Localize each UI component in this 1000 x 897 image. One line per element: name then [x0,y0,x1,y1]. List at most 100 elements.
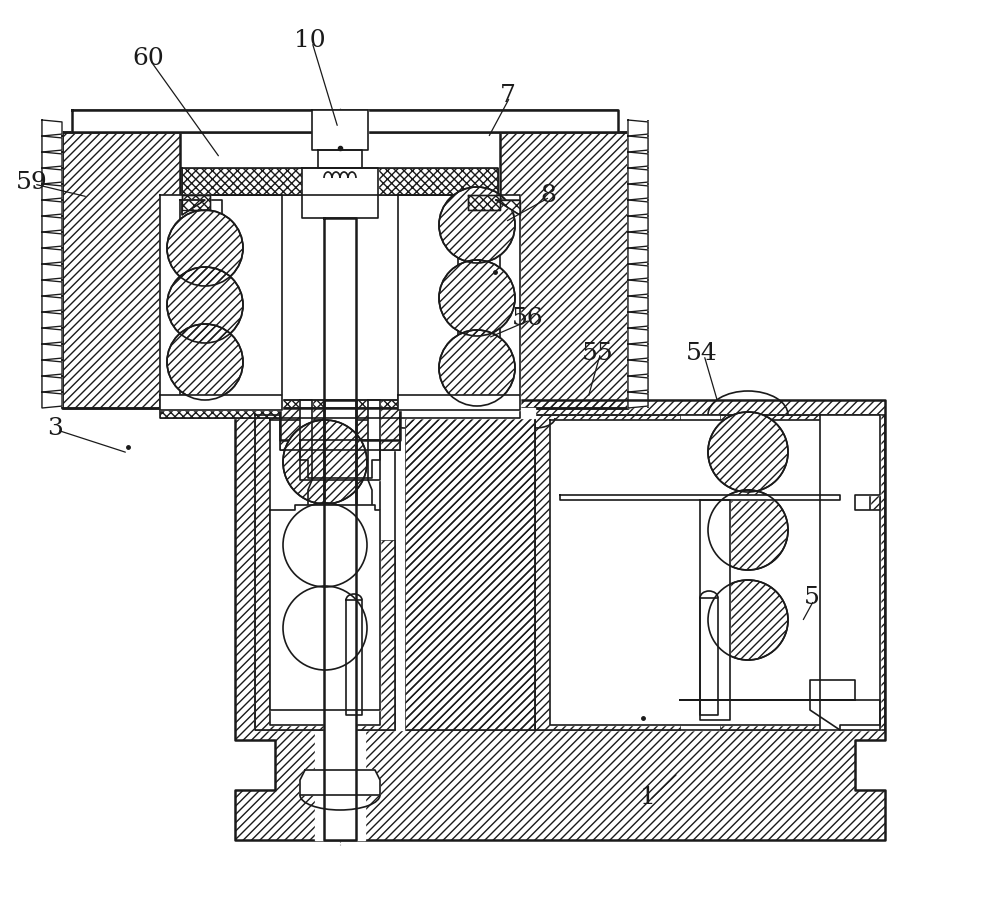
Polygon shape [535,415,875,730]
Polygon shape [318,150,362,168]
Polygon shape [628,328,648,344]
Polygon shape [318,520,362,545]
Polygon shape [628,168,648,184]
Polygon shape [628,232,648,248]
Polygon shape [160,400,520,418]
Polygon shape [42,280,62,296]
Circle shape [439,187,515,263]
Polygon shape [282,408,535,418]
Polygon shape [312,110,368,150]
Polygon shape [235,400,885,840]
Polygon shape [346,600,362,715]
Polygon shape [255,415,405,730]
Polygon shape [42,152,62,168]
Polygon shape [42,264,62,280]
Polygon shape [182,195,210,210]
Circle shape [283,586,367,670]
Polygon shape [628,120,648,136]
Polygon shape [255,415,395,730]
Polygon shape [42,328,62,344]
Polygon shape [42,136,62,152]
Polygon shape [270,420,380,725]
Polygon shape [398,395,520,410]
Polygon shape [324,218,356,560]
Polygon shape [300,770,380,795]
Polygon shape [182,200,205,215]
Circle shape [283,503,367,587]
Polygon shape [42,216,62,232]
Polygon shape [42,360,62,376]
Polygon shape [300,400,312,480]
Polygon shape [680,680,880,730]
Circle shape [708,580,788,660]
Text: 1: 1 [640,787,656,809]
Circle shape [167,324,243,400]
Circle shape [439,330,515,406]
Polygon shape [42,120,62,136]
Text: 54: 54 [686,342,718,364]
Polygon shape [160,395,282,410]
Polygon shape [628,376,648,392]
Text: 7: 7 [500,83,516,107]
Circle shape [708,490,788,570]
Polygon shape [182,168,498,195]
Polygon shape [550,420,870,725]
Text: 5: 5 [804,587,820,609]
Polygon shape [628,312,648,328]
Polygon shape [700,500,730,720]
Polygon shape [42,168,62,184]
Polygon shape [42,296,62,312]
Text: 10: 10 [294,29,326,51]
Polygon shape [315,415,365,840]
Text: 8: 8 [540,184,556,206]
Polygon shape [628,392,648,408]
Polygon shape [628,360,648,376]
Polygon shape [300,440,380,478]
Circle shape [708,412,788,492]
Polygon shape [42,344,62,360]
Circle shape [439,260,515,336]
Text: 55: 55 [582,342,614,364]
Polygon shape [500,132,628,408]
Polygon shape [496,200,520,215]
Circle shape [283,420,367,504]
Circle shape [167,210,243,286]
Polygon shape [42,312,62,328]
Polygon shape [468,195,500,210]
Polygon shape [42,232,62,248]
Text: 56: 56 [512,307,544,329]
Polygon shape [42,248,62,264]
Circle shape [167,267,243,343]
Polygon shape [628,184,648,200]
Polygon shape [62,132,180,408]
Polygon shape [280,408,400,440]
Polygon shape [820,415,880,730]
Text: 59: 59 [16,170,48,194]
Polygon shape [280,408,400,450]
Polygon shape [458,200,500,395]
Polygon shape [398,195,520,400]
Polygon shape [628,248,648,264]
Polygon shape [628,136,648,152]
Polygon shape [42,392,62,408]
Polygon shape [560,495,840,500]
Text: 60: 60 [132,47,164,69]
Polygon shape [270,505,380,710]
Polygon shape [180,200,222,395]
Polygon shape [628,200,648,216]
Polygon shape [368,400,380,480]
Polygon shape [535,415,880,730]
Polygon shape [628,216,648,232]
Polygon shape [42,200,62,216]
Polygon shape [628,152,648,168]
Polygon shape [628,296,648,312]
Polygon shape [700,598,718,715]
Polygon shape [628,280,648,296]
Polygon shape [308,480,372,520]
Text: 3: 3 [47,416,63,440]
Polygon shape [628,344,648,360]
Polygon shape [302,168,378,218]
Polygon shape [628,264,648,280]
Polygon shape [72,110,618,132]
Polygon shape [42,184,62,200]
